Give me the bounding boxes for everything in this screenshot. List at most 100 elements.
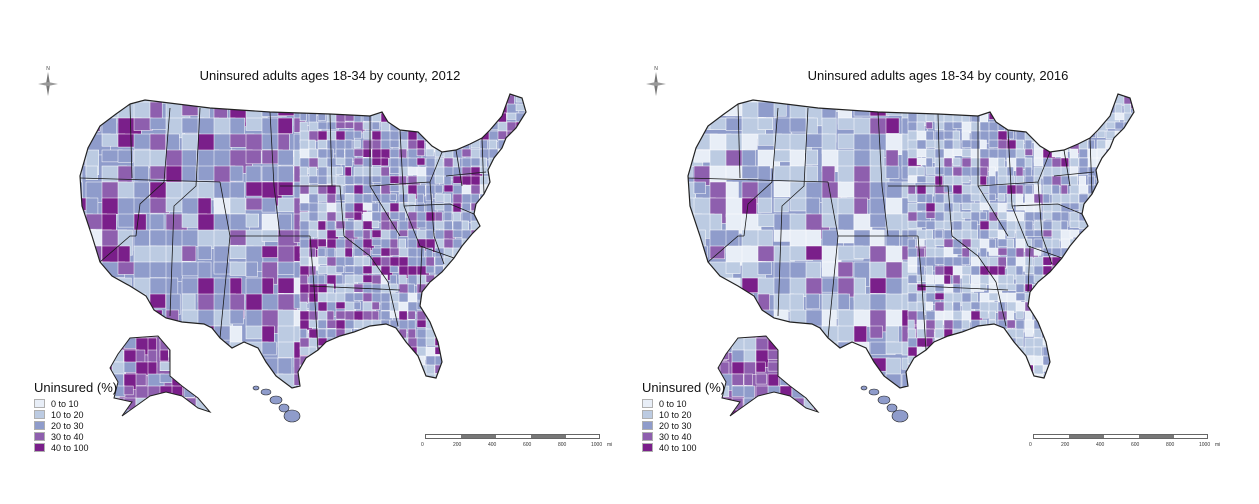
county-cell (85, 325, 103, 344)
county-cell (434, 310, 443, 323)
county-cell (416, 94, 427, 108)
county-cell (821, 94, 847, 112)
north-label: N (46, 66, 50, 72)
hawaii-island (260, 388, 272, 396)
county-cell (425, 256, 435, 267)
legend-label: 0 to 10 (659, 398, 687, 409)
county-cell (805, 94, 831, 101)
county-cell (1070, 392, 1078, 402)
county-cell (261, 245, 278, 258)
county-cell (147, 409, 161, 416)
county-cell (1132, 319, 1134, 332)
county-cell (1042, 301, 1057, 312)
county-cell (1123, 130, 1134, 143)
county-cell (1096, 94, 1110, 103)
county-cell (117, 165, 133, 185)
county-cell (117, 149, 134, 163)
county-cell (997, 193, 1006, 202)
county-cell (693, 94, 716, 111)
county-cell (934, 220, 945, 230)
county-cell (229, 165, 244, 182)
county-cell (789, 341, 811, 367)
county-cell (133, 309, 159, 334)
county-cell (344, 310, 355, 321)
county-cell (1132, 301, 1134, 314)
county-cell (907, 94, 922, 96)
county-cell (524, 193, 526, 205)
county-cell (515, 283, 523, 296)
county-cell (213, 94, 235, 101)
county-cell (171, 349, 185, 361)
county-cell (1096, 193, 1104, 207)
county-cell (497, 193, 513, 207)
county-cell (1105, 94, 1114, 102)
county-cell (488, 166, 497, 178)
county-cell (149, 213, 165, 230)
county-cell (1087, 256, 1103, 266)
county-cell (837, 133, 855, 149)
county-cell (805, 293, 820, 310)
county-cell (869, 277, 887, 294)
county-cell (1133, 392, 1141, 406)
county-cell (1132, 328, 1134, 341)
county-cell (1132, 247, 1134, 257)
county-cell (416, 157, 426, 166)
north-label: N (654, 66, 658, 72)
county-cell (1087, 220, 1097, 229)
county-cell (245, 149, 262, 165)
county-cell (1006, 130, 1014, 140)
county-cell (1051, 310, 1064, 321)
county-cell (515, 301, 526, 311)
county-cell (524, 94, 526, 107)
county-cell (1051, 337, 1062, 347)
county-cell (979, 283, 988, 291)
county-cell (1042, 130, 1053, 141)
county-cell (1123, 355, 1132, 369)
county-cell (380, 346, 390, 359)
county-cell (1069, 355, 1083, 367)
county-cell (470, 103, 484, 119)
county-cell (171, 385, 183, 399)
county-cell (688, 325, 703, 350)
county-cell (197, 357, 224, 371)
county-cell (497, 292, 513, 302)
county-cell (961, 373, 975, 385)
county-cell (326, 364, 339, 377)
county-cell (1123, 328, 1134, 342)
legend-label: 40 to 100 (659, 442, 697, 453)
county-cell (916, 94, 925, 106)
county-cell (1123, 319, 1132, 330)
county-cell (980, 392, 987, 401)
county-cell (380, 157, 389, 167)
county-cell (479, 310, 488, 319)
county-cell (195, 349, 210, 362)
county-cell (488, 184, 502, 195)
county-cell (943, 382, 958, 388)
county-cell (741, 293, 754, 313)
county-cell (988, 355, 999, 365)
county-cell (371, 355, 386, 368)
county-cell (1105, 193, 1117, 208)
county-cell (470, 94, 482, 107)
county-cell (791, 336, 802, 337)
legend-item: 40 to 100 (642, 442, 725, 453)
county-cell (353, 364, 365, 377)
county-cell (488, 328, 497, 340)
county-cell (515, 184, 526, 199)
county-cell (1087, 337, 1103, 346)
county-cell (779, 409, 800, 416)
county-cell (805, 277, 823, 295)
county-cell (506, 319, 520, 331)
county-cell (1051, 94, 1066, 99)
county-cell (515, 193, 526, 203)
county-cell (1123, 211, 1132, 219)
county-cell (317, 364, 330, 376)
county-cell (1060, 112, 1068, 120)
county-cell (534, 95, 548, 103)
county-cell (688, 181, 696, 208)
county-cell (1123, 157, 1134, 171)
county-cell (308, 382, 322, 388)
county-cell (362, 229, 371, 240)
county-cell (506, 175, 517, 187)
county-cell (1087, 139, 1095, 150)
